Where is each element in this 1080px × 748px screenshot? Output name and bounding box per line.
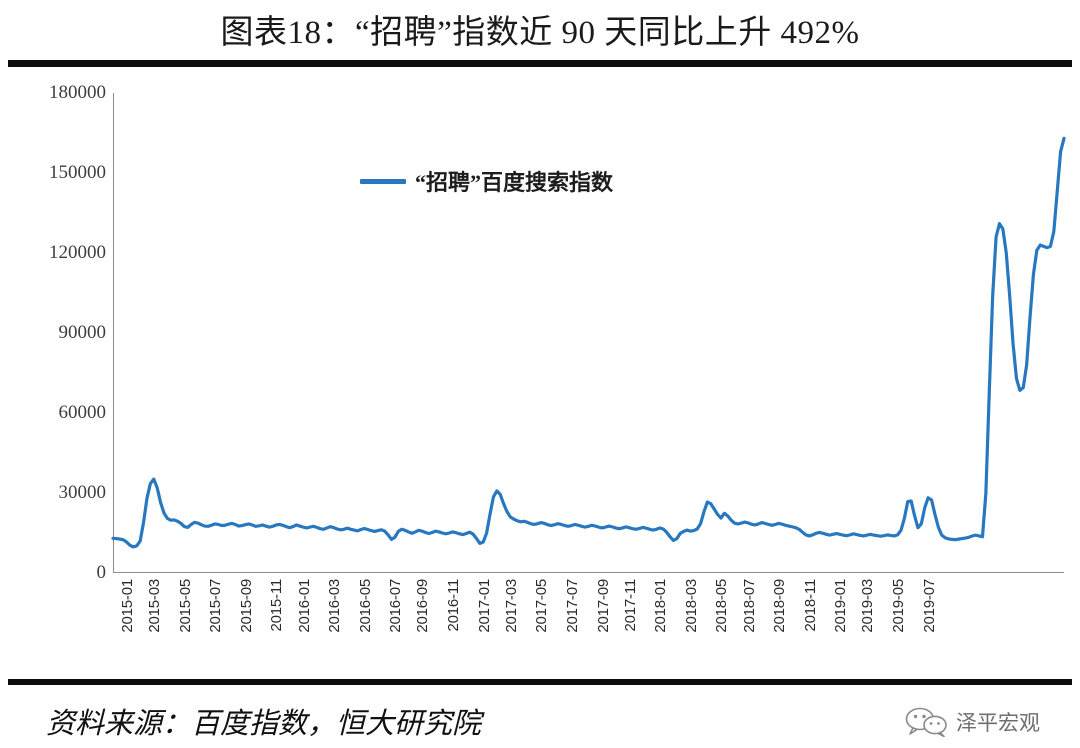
y-tick-label: 60000 (58, 402, 107, 423)
y-axis-tick-labels: 0 30000 60000 90000 120000 150000 180000 (8, 82, 107, 583)
x-tick-label: 2018-03 (682, 579, 700, 633)
legend-line-swatch (360, 178, 406, 184)
x-tick-label: 2016-03 (326, 579, 344, 633)
x-tick-label: 2017-05 (533, 579, 551, 633)
title-bar: 图表18：“招聘”指数近 90 天同比上升 492% (0, 0, 1080, 58)
y-tick-label: 30000 (58, 482, 107, 503)
x-tick-label: 2018-07 (740, 579, 758, 633)
x-tick-label: 2015-11 (268, 579, 286, 632)
series-line-recruitment-index (111, 136, 1066, 549)
x-tick-label: 2019-05 (889, 579, 907, 633)
page-title: 图表18：“招聘”指数近 90 天同比上升 492% (220, 15, 860, 51)
x-tick-label: 2016-09 (414, 579, 432, 633)
source-note: 资料来源：百度指数，恒大研究院 (46, 708, 482, 740)
chart-legend: “招聘”百度搜索指数 (360, 165, 613, 197)
chart-area: “招聘”百度搜索指数 0 30000 60000 90000 120000 150000 1… (0, 67, 1080, 677)
x-tick-label: 2017-03 (502, 579, 520, 633)
watermark: 泽平宏观 (905, 707, 1040, 737)
x-tick-label: 2015-03 (146, 579, 164, 633)
y-tick-label: 120000 (49, 242, 106, 263)
x-tick-label: 2016-07 (387, 579, 405, 633)
x-tick-label: 2017-01 (475, 579, 493, 633)
x-tick-label: 2018-01 (652, 579, 670, 633)
x-tick-label: 2016-11 (445, 579, 463, 632)
data-series-plot (111, 136, 1066, 549)
x-tick-label: 2019-03 (859, 579, 877, 633)
y-tick-label: 90000 (58, 322, 107, 343)
x-tick-label: 2016-01 (295, 579, 313, 633)
y-tick-label: 180000 (49, 82, 106, 103)
x-tick-label: 2017-07 (563, 579, 581, 633)
x-tick-label: 2019-07 (920, 579, 938, 633)
x-tick-label: 2018-05 (713, 579, 731, 633)
x-tick-label: 2016-05 (356, 579, 374, 633)
x-tick-label: 2019-01 (832, 579, 850, 633)
x-tick-label: 2015-07 (207, 579, 225, 633)
x-tick-label: 2015-05 (176, 579, 194, 633)
x-tick-label: 2018-11 (801, 579, 819, 632)
x-tick-label: 2018-09 (771, 579, 789, 633)
plot-frame (111, 93, 1066, 573)
watermark-label: 泽平宏观 (956, 712, 1040, 735)
legend-label: “招聘”百度搜索指数 (415, 170, 614, 195)
x-tick-label: 2017-11 (621, 579, 639, 632)
footer-divider-rule (8, 679, 1072, 685)
x-tick-label: 2017-09 (594, 579, 612, 633)
y-tick-label: 150000 (49, 162, 106, 183)
x-axis-tick-labels: 2015-01 2015-03 2015-05 2015-07 2015-09 2015-… (113, 579, 1064, 675)
wechat-bubbles-icon (905, 707, 947, 737)
x-tick-label: 2015-01 (119, 579, 136, 633)
header-divider-rule (8, 60, 1072, 67)
x-tick-label: 2015-09 (237, 579, 255, 633)
y-tick-label: 0 (96, 562, 107, 583)
